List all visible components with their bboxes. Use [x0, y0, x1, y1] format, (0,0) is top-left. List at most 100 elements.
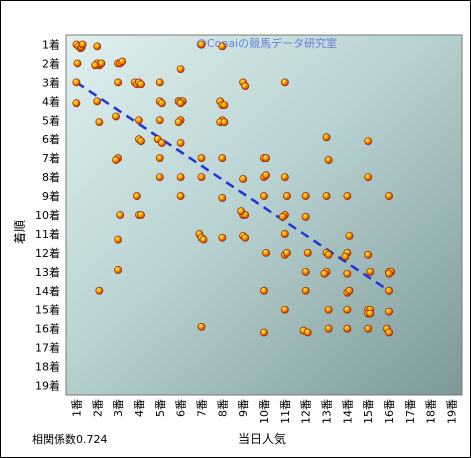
data-point: [280, 230, 289, 238]
data-point: [343, 269, 352, 278]
data-point: [278, 212, 287, 221]
data-point: [385, 192, 393, 200]
data-point: [157, 99, 166, 108]
plot-area: [65, 34, 463, 396]
data-point: [345, 286, 354, 295]
data-point: [241, 233, 250, 242]
data-point: [72, 99, 81, 108]
y-tick-label: 12着: [35, 246, 60, 260]
data-point: [157, 139, 166, 147]
data-point: [341, 252, 350, 261]
y-tick-label: 17着: [35, 341, 60, 355]
y-tick-label: 11着: [35, 227, 60, 241]
data-point: [385, 328, 393, 337]
data-point: [220, 101, 229, 110]
x-tick-label: 1番: [70, 399, 83, 417]
x-tick-label: 19番: [446, 399, 459, 424]
x-axis-title: 当日人気: [238, 431, 286, 446]
data-point: [112, 156, 120, 164]
data-point: [197, 40, 206, 49]
data-point: [301, 286, 310, 295]
data-point: [262, 154, 270, 163]
x-tick-label: 12番: [300, 399, 313, 424]
y-tick-label: 5着: [42, 113, 60, 127]
data-point: [385, 286, 393, 295]
x-tick-label: 14番: [341, 399, 354, 424]
data-point: [280, 173, 289, 182]
data-point: [260, 328, 268, 337]
x-tick-label: 8番: [216, 399, 229, 417]
data-point: [324, 156, 333, 164]
y-tick-label: 15着: [35, 303, 60, 317]
y-tick-label: 7着: [42, 151, 60, 165]
data-point: [322, 192, 331, 200]
data-point: [199, 235, 208, 244]
data-point: [237, 207, 245, 216]
data-point: [73, 59, 82, 68]
data-point: [301, 212, 310, 221]
data-point: [260, 192, 268, 200]
data-point: [301, 192, 310, 200]
data-point: [72, 78, 81, 87]
data-point: [364, 324, 373, 333]
data-point: [174, 118, 183, 127]
y-tick-label: 6着: [42, 132, 60, 146]
y-tick-label: 9着: [42, 189, 60, 203]
data-point: [324, 305, 333, 314]
data-point: [155, 154, 164, 163]
data-point: [116, 211, 125, 219]
data-point: [385, 307, 393, 316]
data-point: [280, 78, 289, 87]
data-point: [303, 248, 312, 257]
data-point: [218, 42, 227, 51]
x-tick-label: 10番: [258, 399, 271, 424]
x-tick-label: 15番: [362, 399, 375, 424]
data-point: [364, 137, 373, 146]
data-point: [155, 116, 164, 125]
data-point: [93, 97, 102, 106]
data-point: [155, 173, 164, 182]
x-tick-label: 3番: [112, 399, 125, 417]
y-tick-label: 13着: [35, 265, 60, 279]
data-point: [345, 231, 354, 240]
trendline-layer: [75, 81, 390, 292]
x-tick-label: 7番: [195, 399, 208, 417]
data-point: [93, 42, 102, 51]
data-point: [283, 192, 291, 200]
x-tick-label: 18番: [425, 399, 438, 424]
data-point: [197, 322, 206, 331]
x-tick-label: 4番: [133, 399, 146, 417]
data-point: [283, 248, 291, 257]
data-point: [197, 154, 206, 163]
trendline: [75, 81, 390, 292]
data-point: [197, 173, 206, 182]
data-point: [262, 248, 270, 257]
data-point: [301, 267, 310, 276]
data-point: [176, 65, 185, 74]
data-point: [320, 269, 329, 278]
data-point: [303, 328, 312, 337]
data-point: [366, 309, 375, 318]
x-tick-label: 5番: [154, 399, 167, 417]
data-point: [218, 154, 227, 163]
data-point: [280, 305, 289, 314]
data-point: [322, 133, 331, 142]
data-point: [114, 266, 123, 274]
x-tick-label: 13番: [321, 399, 334, 424]
data-point: [78, 40, 87, 49]
y-tick-label: 19着: [35, 379, 60, 393]
y-tick-label: 14着: [35, 284, 60, 298]
data-point: [343, 324, 352, 333]
data-point: [366, 267, 375, 276]
data-point: [220, 118, 229, 127]
x-tick-label: 11番: [279, 399, 292, 424]
data-point: [132, 192, 141, 200]
data-point: [324, 324, 333, 333]
data-point: [260, 286, 268, 295]
data-point: [364, 173, 373, 182]
y-tick-label: 10着: [35, 208, 60, 222]
y-tick-label: 8着: [42, 170, 60, 184]
y-tick-label: 3着: [42, 75, 60, 89]
